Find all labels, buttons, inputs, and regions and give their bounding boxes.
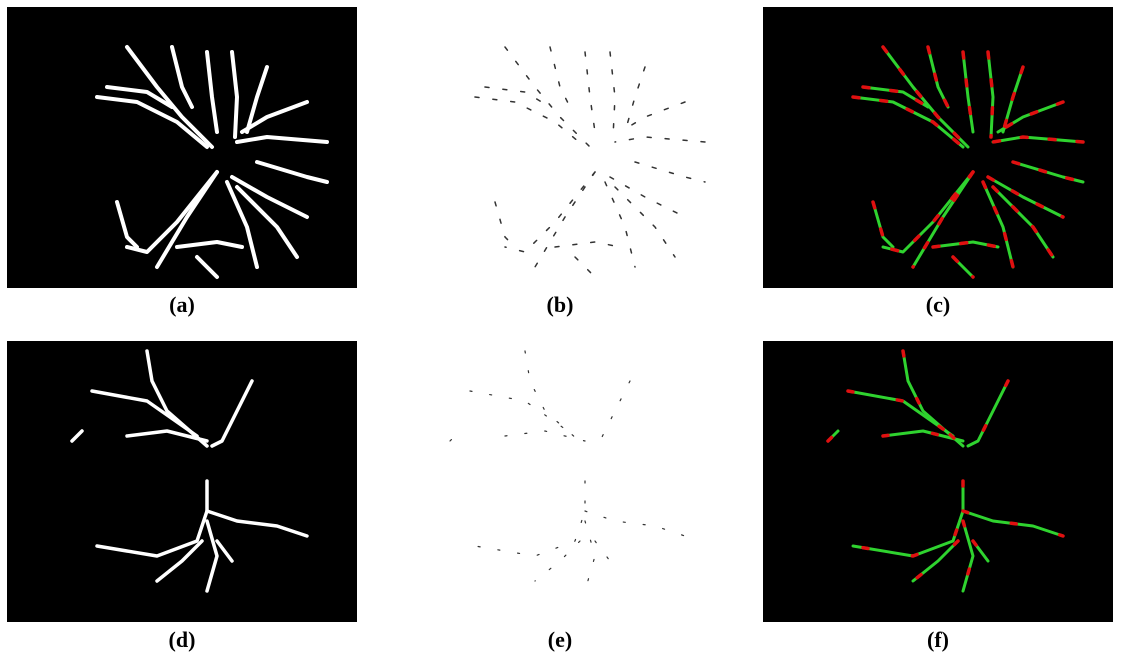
caption: (d)	[169, 627, 196, 652]
panel-b	[385, 7, 735, 288]
panel-d	[7, 341, 357, 622]
panel-e	[385, 341, 735, 622]
caption: (a)	[169, 292, 195, 317]
caption: (e)	[548, 627, 572, 652]
figure: (a) (b) (c) (d) (e) (f)	[0, 0, 1137, 659]
panel-a	[7, 7, 357, 288]
panel-c	[763, 7, 1113, 288]
caption: (b)	[547, 292, 574, 317]
caption: (c)	[926, 292, 950, 317]
panel-f	[763, 341, 1113, 622]
caption: (f)	[927, 627, 949, 652]
